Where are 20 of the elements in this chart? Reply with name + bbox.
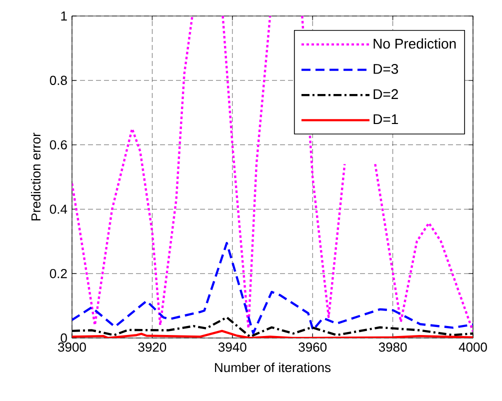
x-axis-title: Number of iterations bbox=[215, 362, 331, 372]
y-axis-title: Prediction error bbox=[30, 132, 41, 220]
x-tick-label: 3940 bbox=[218, 342, 246, 352]
x-tick-label: 3960 bbox=[298, 342, 327, 352]
y-tick-label: 0.4 bbox=[50, 204, 68, 214]
line-series bbox=[72, 330, 474, 338]
legend-label: D=3 bbox=[374, 64, 398, 74]
legend-label: No Prediction bbox=[374, 38, 456, 49]
y-tick-label: 0.6 bbox=[50, 140, 67, 150]
y-tick-label: 1 bbox=[61, 12, 67, 20]
x-tick-label: 3920 bbox=[138, 342, 166, 352]
x-tick-label: 3900 bbox=[58, 342, 86, 352]
y-tick-label: 0.8 bbox=[50, 76, 67, 85]
x-tick-label: 4000 bbox=[458, 342, 487, 352]
legend-label: D=1 bbox=[374, 114, 398, 124]
y-tick-label: 0.2 bbox=[50, 268, 67, 278]
line-series bbox=[72, 242, 474, 334]
y-tick-label: 0 bbox=[60, 333, 67, 343]
x-tick-label: 3980 bbox=[378, 342, 407, 352]
legend-label: D=2 bbox=[374, 89, 398, 99]
